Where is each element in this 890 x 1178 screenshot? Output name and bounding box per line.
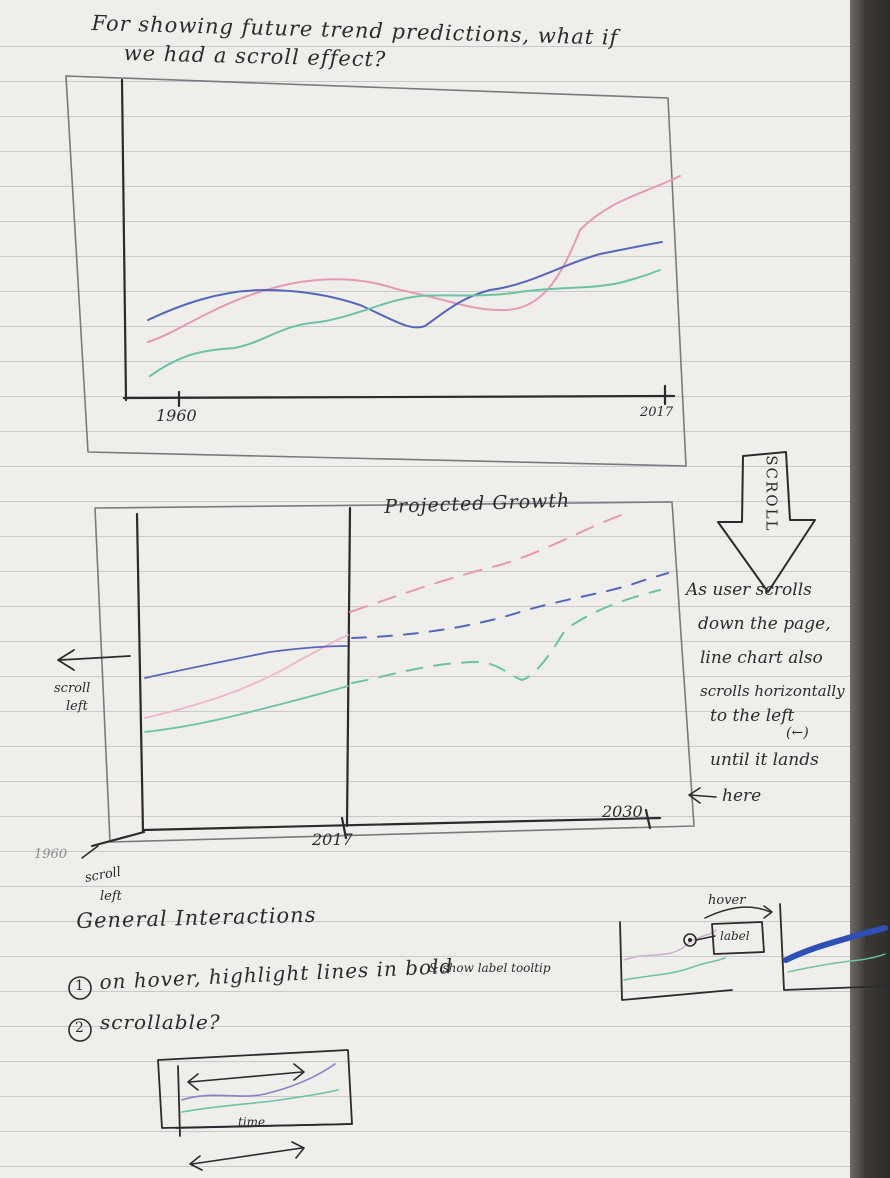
sketch2-projected-green bbox=[351, 589, 661, 684]
sketch2-projected-blue bbox=[351, 572, 669, 639]
sketch2-frame bbox=[94, 501, 695, 843]
sketch1-line-blue bbox=[147, 241, 663, 329]
hover-label: hover bbox=[708, 893, 746, 908]
hover-sketch-a bbox=[619, 905, 773, 1001]
hover-sketch-b bbox=[779, 903, 890, 991]
note-line-6: (←) bbox=[786, 725, 809, 741]
sketch1-line-pink bbox=[147, 175, 681, 343]
item2-text: scrollable? bbox=[100, 1010, 221, 1034]
note-line-1: As user scrolls bbox=[686, 580, 812, 600]
note-line-4: scrolls horizontally bbox=[700, 682, 845, 700]
sketch2-line-green bbox=[144, 685, 349, 733]
sketch1-line-green bbox=[149, 269, 661, 377]
sketch1-axes bbox=[120, 78, 676, 408]
sketch1-x-end: 2017 bbox=[640, 405, 674, 420]
note-line-7: until it lands bbox=[710, 750, 819, 770]
sketch2-projected-pink bbox=[349, 511, 631, 613]
note-line-3: line chart also bbox=[700, 648, 823, 668]
item2-number: 2 bbox=[75, 1020, 84, 1036]
notebook-page bbox=[0, 0, 850, 1178]
scroll-left-top-line-1: scroll bbox=[54, 681, 91, 696]
item1-number: 1 bbox=[75, 978, 84, 994]
scroll-left-top-line-2: left bbox=[66, 699, 88, 714]
sketch2-axes bbox=[90, 506, 662, 848]
note-line-5: to the left bbox=[710, 706, 795, 726]
scrollable-sketch bbox=[157, 1049, 353, 1171]
item1-subtext: & show label tooltip bbox=[428, 961, 551, 975]
notebook-edge bbox=[850, 0, 890, 1178]
sketch1-frame bbox=[65, 75, 687, 467]
time-label: time bbox=[238, 1115, 266, 1129]
tooltip-label: label bbox=[720, 929, 750, 943]
note-line-8: here bbox=[722, 786, 762, 806]
sketch2-line-pink bbox=[144, 634, 349, 719]
sketch2-x-mid: 2017 bbox=[312, 830, 353, 849]
scroll-arrow-label: SCROLL bbox=[762, 455, 781, 533]
sketch2-x-left: 1960 bbox=[34, 847, 68, 862]
sketch2-x-end: 2030 bbox=[602, 802, 643, 821]
scroll-left-bottom-line-2: left bbox=[100, 889, 122, 904]
here-arrow-icon bbox=[688, 787, 717, 804]
scroll-left-arrow-bottom bbox=[81, 845, 99, 859]
sketch2-line-blue bbox=[144, 645, 348, 679]
item-number-circles bbox=[68, 976, 92, 1042]
scroll-left-arrow-top bbox=[57, 649, 131, 671]
sketch1-x-start: 1960 bbox=[156, 406, 197, 425]
note-line-2: down the page, bbox=[698, 614, 831, 634]
scroll-down-arrow-icon bbox=[717, 451, 816, 593]
